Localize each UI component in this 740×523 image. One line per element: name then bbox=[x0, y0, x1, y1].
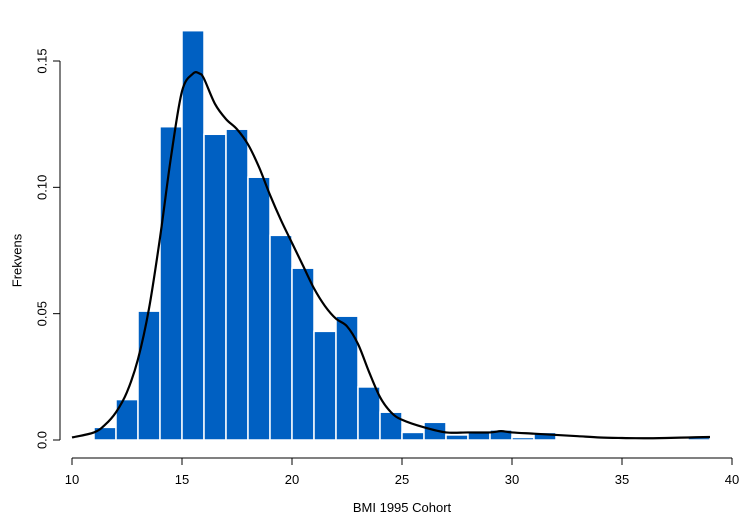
density-curve bbox=[71, 71, 711, 440]
histogram-bar bbox=[511, 436, 535, 441]
histogram-bar bbox=[533, 431, 557, 441]
x-axis: 10 15 20 25 30 35 40 bbox=[65, 457, 739, 487]
y-axis-label: Frekvens bbox=[9, 233, 24, 287]
x-tick-label: 10 bbox=[65, 472, 79, 487]
y-tick-label: 0.0 bbox=[34, 431, 49, 449]
histogram-bar bbox=[247, 176, 271, 441]
y-tick-label: 0.05 bbox=[34, 301, 49, 326]
histogram-bar bbox=[269, 234, 293, 441]
y-axis: 0.0 0.05 0.10 0.15 bbox=[34, 48, 61, 449]
histogram-bar bbox=[225, 128, 249, 441]
histogram-bar bbox=[291, 267, 315, 441]
histogram-bar bbox=[379, 411, 403, 441]
y-tick-label: 0.15 bbox=[34, 48, 49, 73]
histogram-bar bbox=[489, 429, 513, 441]
histogram-bar bbox=[203, 133, 227, 441]
histogram-bar bbox=[313, 330, 337, 441]
x-tick-label: 40 bbox=[725, 472, 739, 487]
histogram-bar bbox=[401, 431, 425, 441]
x-tick-label: 25 bbox=[395, 472, 409, 487]
histogram-bar bbox=[335, 315, 359, 441]
x-tick-label: 35 bbox=[615, 472, 629, 487]
x-tick-label: 15 bbox=[175, 472, 189, 487]
x-tick-label: 30 bbox=[505, 472, 519, 487]
y-tick-label: 0.10 bbox=[34, 175, 49, 200]
histogram-bar bbox=[93, 426, 117, 441]
x-tick-label: 20 bbox=[285, 472, 299, 487]
histogram-bar bbox=[445, 434, 469, 441]
bar-group bbox=[93, 29, 711, 441]
histogram-bar bbox=[137, 310, 161, 441]
histogram-bar bbox=[159, 125, 183, 441]
x-axis-label: BMI 1995 Cohort bbox=[353, 500, 452, 515]
histogram-bar bbox=[181, 29, 205, 441]
histogram-bar bbox=[357, 386, 381, 441]
